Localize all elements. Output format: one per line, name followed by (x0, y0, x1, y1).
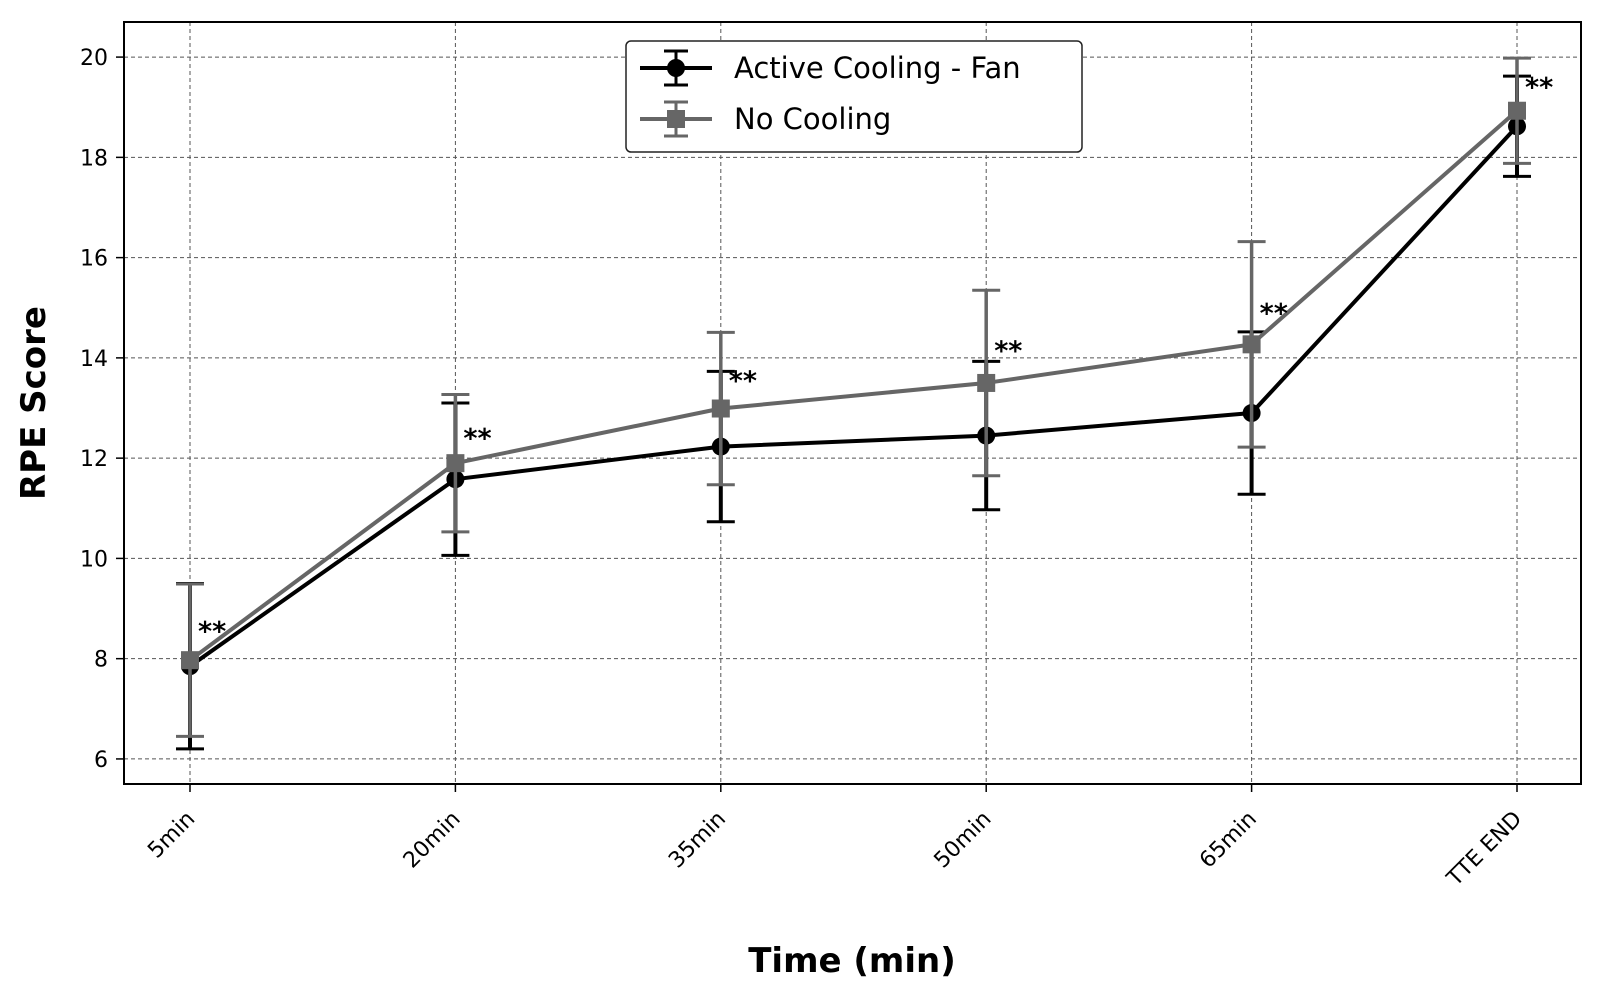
y-tick-label: 16 (80, 247, 108, 272)
legend-box (625, 40, 1083, 153)
y-axis: 6 8 10 12 14 16 18 20 (80, 46, 124, 773)
x-tick-label: 50min (930, 807, 997, 874)
series-line (188, 109, 1519, 662)
y-tick-label: 10 (80, 547, 108, 572)
y-tick-label: 20 (80, 46, 108, 71)
legend-item-active-cooling-fan: Active Cooling - Fan (640, 49, 1021, 87)
data-point (446, 454, 465, 473)
data-point (1242, 335, 1261, 354)
legend-label: Active Cooling - Fan (734, 51, 1021, 85)
x-tick-label: 20min (399, 807, 466, 874)
legend-label: No Cooling (734, 102, 891, 136)
significance-annotation: ** (1260, 298, 1288, 329)
significance-annotation: ** (994, 336, 1022, 367)
series-line (188, 124, 1519, 668)
annotations: ** ** ** ** ** ** (198, 73, 1553, 648)
significance-annotation: ** (463, 424, 491, 455)
x-tick-label: 35min (664, 807, 731, 874)
significance-annotation: ** (729, 366, 757, 397)
legend-marker (667, 59, 685, 77)
data-point (181, 651, 199, 670)
significance-annotation: ** (198, 617, 226, 648)
legend-marker (667, 110, 685, 128)
x-axis-title: Time (min) (748, 941, 956, 981)
y-tick-label: 8 (94, 648, 108, 673)
x-tick-label: 5min (143, 807, 200, 864)
x-axis: 5min 20min 35min 50min 65min TTE END (143, 784, 1527, 892)
x-tick-label: TTE END (1442, 807, 1527, 892)
plot-frame (123, 21, 1582, 785)
significance-annotation: ** (1525, 73, 1553, 104)
y-tick-label: 14 (80, 347, 108, 372)
y-tick-label: 18 (80, 146, 108, 171)
series-layer (176, 56, 1531, 751)
y-axis-title: RPE Score (14, 306, 54, 500)
y-tick-label: 12 (80, 447, 108, 472)
x-tick-label: 65min (1195, 807, 1262, 874)
legend-item-no-cooling: No Cooling (640, 100, 891, 138)
legend: Active Cooling - Fan No Cooling (625, 40, 1083, 153)
data-point (1508, 101, 1526, 120)
series-active-cooling-fan (176, 74, 1531, 751)
data-point (711, 399, 730, 418)
series-no-cooling (176, 56, 1531, 738)
data-point (977, 373, 996, 392)
y-tick-label: 6 (94, 748, 108, 773)
